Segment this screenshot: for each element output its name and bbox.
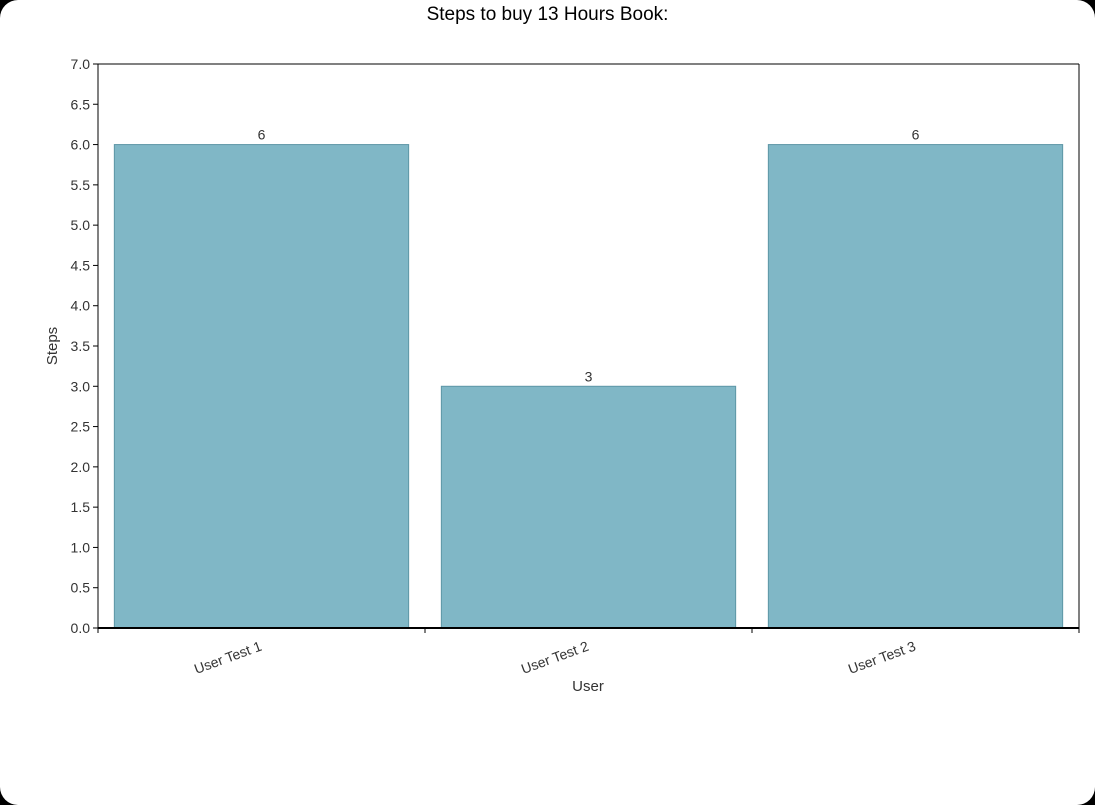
bar [113, 144, 410, 629]
x-tick-label: User Test 1 [192, 638, 264, 677]
y-tick-label: 2.0 [71, 459, 91, 475]
bar [440, 385, 737, 629]
chart-title: Steps to buy 13 Hours Book: [426, 4, 669, 25]
bar-value-label: 6 [912, 127, 920, 143]
y-tick-label: 0.5 [71, 580, 91, 596]
bar-value-label: 6 [258, 127, 266, 143]
y-tick-label: 1.0 [71, 539, 91, 555]
y-tick-label: 2.5 [71, 419, 91, 435]
bar [767, 144, 1064, 629]
y-tick-label: 5.5 [71, 177, 91, 193]
y-tick-label: 7.0 [71, 56, 91, 72]
y-tick-label: 1.5 [71, 499, 91, 515]
x-tick-label: User Test 2 [519, 638, 591, 677]
y-tick-label: 0.0 [71, 620, 91, 636]
bar-value-label: 3 [585, 368, 593, 384]
y-tick-label: 3.5 [71, 338, 91, 354]
y-tick-label: 6.0 [71, 137, 91, 153]
x-tick-label: User Test 3 [846, 638, 918, 677]
bars-layer [113, 144, 1064, 629]
x-axis-title: User [572, 678, 604, 695]
y-tick-label: 6.5 [71, 96, 91, 112]
y-tick-label: 4.5 [71, 257, 91, 273]
y-axis-title: Steps [44, 327, 61, 365]
y-tick-label: 4.0 [71, 298, 91, 314]
y-tick-label: 5.0 [71, 217, 91, 233]
y-tick-label: 3.0 [71, 378, 91, 394]
